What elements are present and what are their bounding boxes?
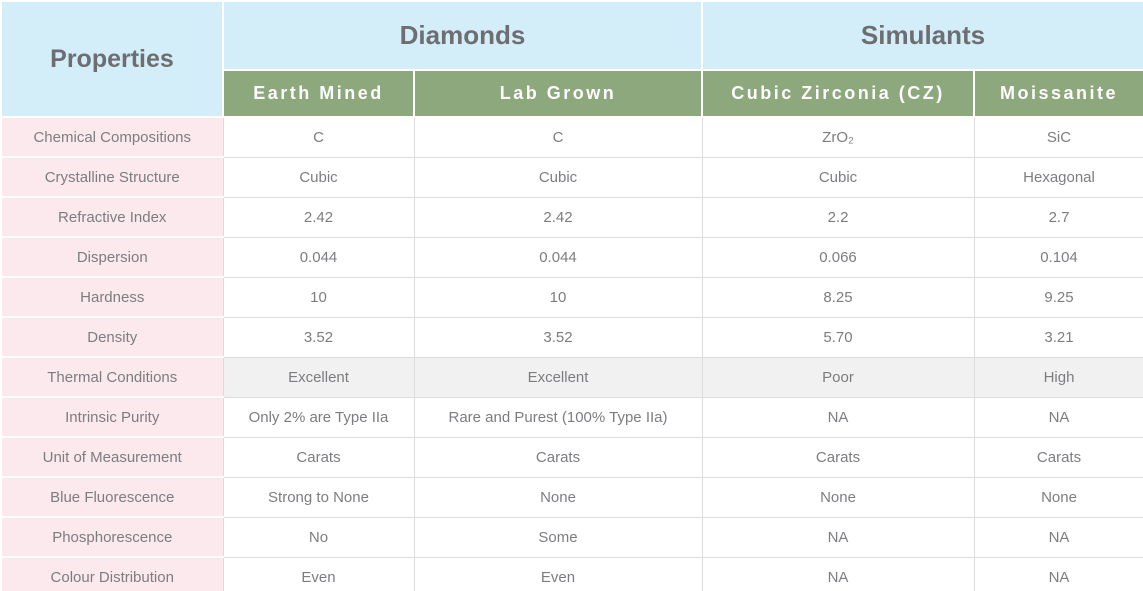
value-cell: 10 (222, 276, 415, 318)
value-cell: 2.42 (413, 196, 703, 238)
column-header-cubic-zirconia: Cubic Zirconia (CZ) (701, 69, 975, 118)
value-cell: 2.2 (701, 196, 975, 238)
value-cell: Excellent (222, 356, 415, 398)
value-cell: Carats (413, 436, 703, 478)
value-cell: Poor (701, 356, 975, 398)
value-cell: 0.104 (973, 236, 1143, 278)
value-cell: 10 (413, 276, 703, 318)
value-cell: Even (413, 556, 703, 591)
value-cell: Strong to None (222, 476, 415, 518)
value-cell: 5.70 (701, 316, 975, 358)
column-header-lab-grown: Lab Grown (413, 69, 703, 118)
value-cell: 9.25 (973, 276, 1143, 318)
group-header-simulants: Simulants (701, 0, 1143, 71)
value-cell: NA (701, 556, 975, 591)
value-cell: 0.044 (222, 236, 415, 278)
value-cell: 3.21 (973, 316, 1143, 358)
property-label: Unit of Measurement (0, 436, 224, 478)
value-cell: C (413, 116, 703, 158)
value-cell: NA (973, 396, 1143, 438)
table-row: Phosphorescence No Some NA NA (0, 516, 1143, 558)
value-cell: No (222, 516, 415, 558)
table-row: Crystalline Structure Cubic Cubic Cubic Hexa… (0, 156, 1143, 198)
table-row: Unit of Measurement Carats Carats Carats Car… (0, 436, 1143, 478)
value-cell: None (413, 476, 703, 518)
column-header-moissanite: Moissanite (973, 69, 1143, 118)
value-cell: NA (973, 516, 1143, 558)
table-row: Blue Fluorescence Strong to None None None N… (0, 476, 1143, 518)
value-cell: Cubic (701, 156, 975, 198)
value-cell: High (973, 356, 1143, 398)
table-row: Colour Distribution Even Even NA NA (0, 556, 1143, 591)
property-label: Density (0, 316, 224, 358)
value-cell: Some (413, 516, 703, 558)
table-row: Chemical Compositions C C ZrO₂ SiC (0, 116, 1143, 158)
value-cell: 0.044 (413, 236, 703, 278)
property-label: Chemical Compositions (0, 116, 224, 158)
table-row: Thermal Conditions Excellent Excellent Poor… (0, 356, 1143, 398)
value-cell: 8.25 (701, 276, 975, 318)
table-row: Density 3.52 3.52 5.70 3.21 (0, 316, 1143, 358)
value-cell: NA (701, 396, 975, 438)
value-cell: Even (222, 556, 415, 591)
value-cell: Cubic (413, 156, 703, 198)
value-cell: NA (973, 556, 1143, 591)
value-cell: NA (701, 516, 975, 558)
value-cell: ZrO₂ (701, 116, 975, 158)
value-cell: C (222, 116, 415, 158)
value-cell: Carats (222, 436, 415, 478)
value-cell: Only 2% are Type IIa (222, 396, 415, 438)
table-row: Refractive Index 2.42 2.42 2.2 2.7 (0, 196, 1143, 238)
property-label: Blue Fluorescence (0, 476, 224, 518)
table-body: Chemical Compositions C C ZrO₂ SiC Crystallin… (0, 116, 1143, 591)
column-header-row: Earth Mined Lab Grown Cubic Zirconia (CZ… (1, 69, 1143, 118)
value-cell: None (973, 476, 1143, 518)
value-cell: Carats (973, 436, 1143, 478)
value-cell: Hexagonal (973, 156, 1143, 198)
value-cell: Carats (701, 436, 975, 478)
column-header-earth-mined: Earth Mined (222, 69, 415, 118)
value-cell: None (701, 476, 975, 518)
property-label: Intrinsic Purity (0, 396, 224, 438)
properties-corner-header: Properties (0, 0, 224, 118)
property-label: Refractive Index (0, 196, 224, 238)
value-cell: 3.52 (222, 316, 415, 358)
value-cell: Excellent (413, 356, 703, 398)
property-label: Hardness (0, 276, 224, 318)
property-label: Colour Distribution (0, 556, 224, 591)
value-cell: Cubic (222, 156, 415, 198)
value-cell: SiC (973, 116, 1143, 158)
group-header-diamonds: Diamonds (222, 0, 703, 71)
group-header-row: Properties Diamonds Simulants (0, 0, 1143, 118)
table-row: Hardness 10 10 8.25 9.25 (0, 276, 1143, 318)
property-label: Phosphorescence (0, 516, 224, 558)
table-row: Intrinsic Purity Only 2% are Type IIa Rare… (0, 396, 1143, 438)
value-cell: 3.52 (413, 316, 703, 358)
value-cell: 2.7 (973, 196, 1143, 238)
value-cell: Rare and Purest (100% Type IIa) (413, 396, 703, 438)
value-cell: 0.066 (701, 236, 975, 278)
value-cell: 2.42 (222, 196, 415, 238)
table-row: Dispersion 0.044 0.044 0.066 0.104 (0, 236, 1143, 278)
property-label: Dispersion (0, 236, 224, 278)
property-label: Thermal Conditions (0, 356, 224, 398)
property-label: Crystalline Structure (0, 156, 224, 198)
